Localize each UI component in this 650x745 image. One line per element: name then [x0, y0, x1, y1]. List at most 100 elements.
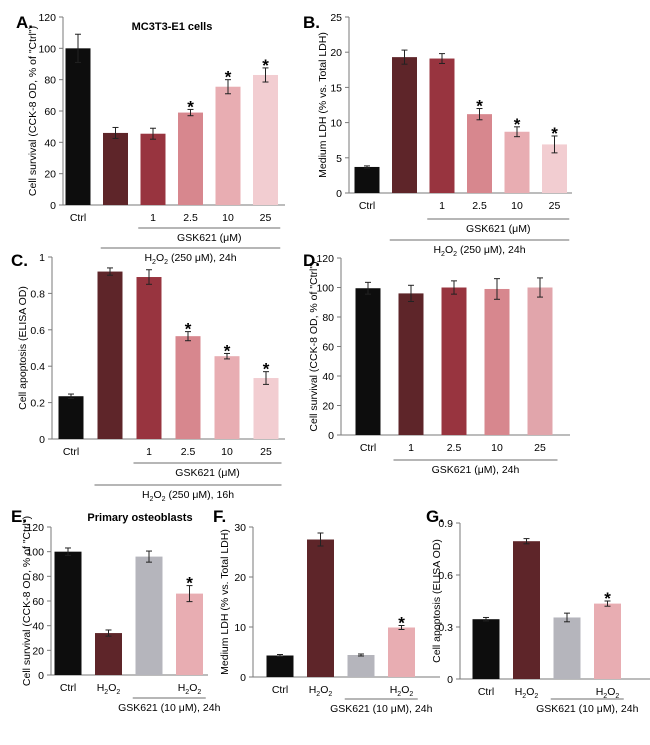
y-tick-label: 25 [330, 12, 342, 24]
significance-star: * [224, 341, 231, 360]
bar [58, 396, 84, 439]
treatment-label: GSK621 (10 μM), 24h [118, 702, 221, 714]
y-tick-label: 40 [322, 371, 334, 383]
bar [504, 131, 530, 193]
bar [253, 74, 278, 205]
x-tick-label: 10 [491, 442, 503, 454]
y-tick-label: 0.2 [30, 398, 45, 410]
bar [214, 356, 240, 439]
panel-c: C. Cell apoptosis (ELISA OD) 0 0.2 0.4 0.6 0.8… [11, 251, 285, 503]
y-tick-label: 10 [234, 622, 246, 634]
panel-label: A. [16, 13, 33, 32]
bar [467, 114, 492, 193]
x-tick-label: 10 [511, 200, 523, 212]
y-tick-label: 100 [316, 283, 334, 295]
y-tick-label: 0 [336, 188, 342, 200]
panel-d: D.Cell survival (CCK-8 OD, % of "Ctrl") 0… [303, 251, 570, 476]
chart-title: Primary osteoblasts [87, 512, 192, 524]
bar [95, 633, 122, 675]
significance-star: * [551, 124, 558, 143]
bar [136, 277, 162, 439]
bar [266, 655, 294, 677]
y-tick-label: 60 [32, 596, 44, 608]
bar [429, 58, 455, 194]
x-tick-label: H2O2 [309, 684, 333, 698]
y-tick-label: 30 [234, 522, 246, 534]
treatment-label: GSK621 (μM) [175, 467, 239, 479]
y-tick-label: 0 [50, 200, 56, 212]
bar [527, 287, 553, 435]
x-tick-label: Ctrl [478, 686, 494, 698]
treatment-label: H2O2 (250 μM), 24h [433, 244, 525, 258]
treatment-label: H2O2 (250 μM), 24h [144, 252, 236, 266]
y-tick-label: 0 [240, 672, 246, 684]
bar [97, 271, 123, 439]
y-tick-label: 5 [336, 153, 342, 165]
x-tick-label: 25 [260, 212, 272, 224]
y-tick-label: 120 [26, 522, 44, 534]
x-tick-label: 1 [150, 212, 156, 224]
x-tick-label: 2.5 [181, 446, 196, 458]
y-tick-label: 0.4 [30, 361, 45, 373]
bar [307, 539, 334, 677]
significance-star: * [262, 56, 269, 75]
panel-a: A. MC3T3-E1 cells Cell survival (CCK-8 OD,… [16, 12, 285, 266]
y-axis-label: Medium LDH (% vs. Total LDH) [219, 529, 231, 675]
y-tick-label: 60 [44, 106, 56, 118]
y-tick-label: 120 [316, 253, 334, 265]
panel-label: D. [303, 251, 320, 270]
bar [553, 617, 581, 679]
x-tick-label: H2O2 [97, 682, 121, 696]
bar [253, 378, 279, 439]
significance-star: * [185, 320, 192, 339]
bar [135, 556, 163, 675]
x-tick-label: H2O2 [390, 684, 414, 698]
x-tick-label: 10 [221, 446, 233, 458]
x-tick-label: H2O2 [515, 686, 539, 700]
y-tick-label: 80 [32, 571, 44, 583]
treatment-label: GSK621 (μM) [466, 223, 530, 235]
bar [388, 627, 415, 677]
bar [175, 336, 201, 439]
significance-star: * [187, 97, 194, 116]
x-tick-label: Ctrl [60, 682, 76, 694]
bar [103, 132, 128, 205]
bar [215, 86, 241, 205]
x-tick-label: 1 [408, 442, 414, 454]
treatment-label: GSK621 (μM), 24h [432, 464, 520, 476]
x-tick-label: H2O2 [178, 682, 202, 696]
panel-e: E. Primary osteoblasts Cell survival (CCK-… [11, 507, 221, 714]
bar [178, 112, 203, 205]
y-tick-label: 20 [44, 169, 56, 181]
y-tick-label: 0.6 [30, 325, 45, 337]
y-tick-label: 20 [234, 572, 246, 584]
y-tick-label: 20 [322, 401, 334, 413]
y-tick-label: 0 [39, 434, 45, 446]
y-tick-label: 80 [44, 75, 56, 87]
y-axis-label: Medium LDH (% vs. Total LDH) [317, 32, 329, 178]
y-tick-label: 0 [447, 674, 453, 686]
x-tick-label: Ctrl [70, 212, 86, 224]
y-axis-label: Cell survival (CCK-8 OD, % of "Ctrl") [21, 516, 33, 686]
y-tick-label: 100 [26, 547, 44, 559]
significance-star: * [476, 97, 483, 116]
y-tick-label: 0.3 [438, 622, 453, 634]
significance-star: * [514, 115, 521, 134]
bar [355, 288, 381, 435]
bar [594, 603, 621, 679]
x-tick-label: Ctrl [360, 442, 376, 454]
treatment-label: GSK621 (10 μM), 24h [330, 703, 433, 715]
significance-star: * [225, 68, 232, 87]
y-axis-label: Cell survival (CCK-8 OD, % of "Ctrl") [27, 26, 39, 196]
treatment-label: H2O2 (250 μM), 16h [142, 489, 234, 503]
x-tick-label: 25 [260, 446, 272, 458]
bar [392, 57, 417, 194]
y-tick-label: 40 [44, 137, 56, 149]
y-tick-label: 80 [322, 312, 334, 324]
y-tick-label: 60 [322, 342, 334, 354]
bar [513, 541, 540, 679]
panel-label: E. [11, 507, 27, 526]
y-tick-label: 120 [38, 12, 56, 24]
treatment-label: GSK621 (μM) [177, 232, 241, 244]
